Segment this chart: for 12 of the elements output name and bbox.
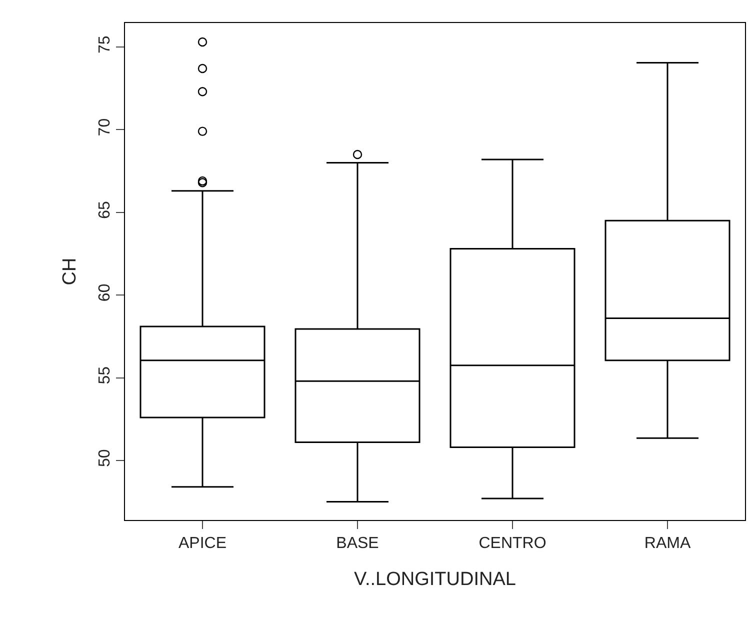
x-tick-label: APICE [178,535,227,552]
x-tick-label: CENTRO [478,535,546,552]
y-tick-label: 75 [96,36,114,54]
x-tick-label: BASE [336,535,379,552]
x-axis-title: V..LONGITUDINAL [354,569,516,590]
y-axis-title: CH [59,258,80,286]
y-tick-label: 70 [96,118,114,136]
y-tick-label: 55 [96,366,114,384]
y-tick-label: 50 [96,449,114,467]
x-tick-label: RAMA [644,535,691,552]
y-tick-label: 60 [96,284,114,302]
y-tick-label: 65 [96,200,114,219]
